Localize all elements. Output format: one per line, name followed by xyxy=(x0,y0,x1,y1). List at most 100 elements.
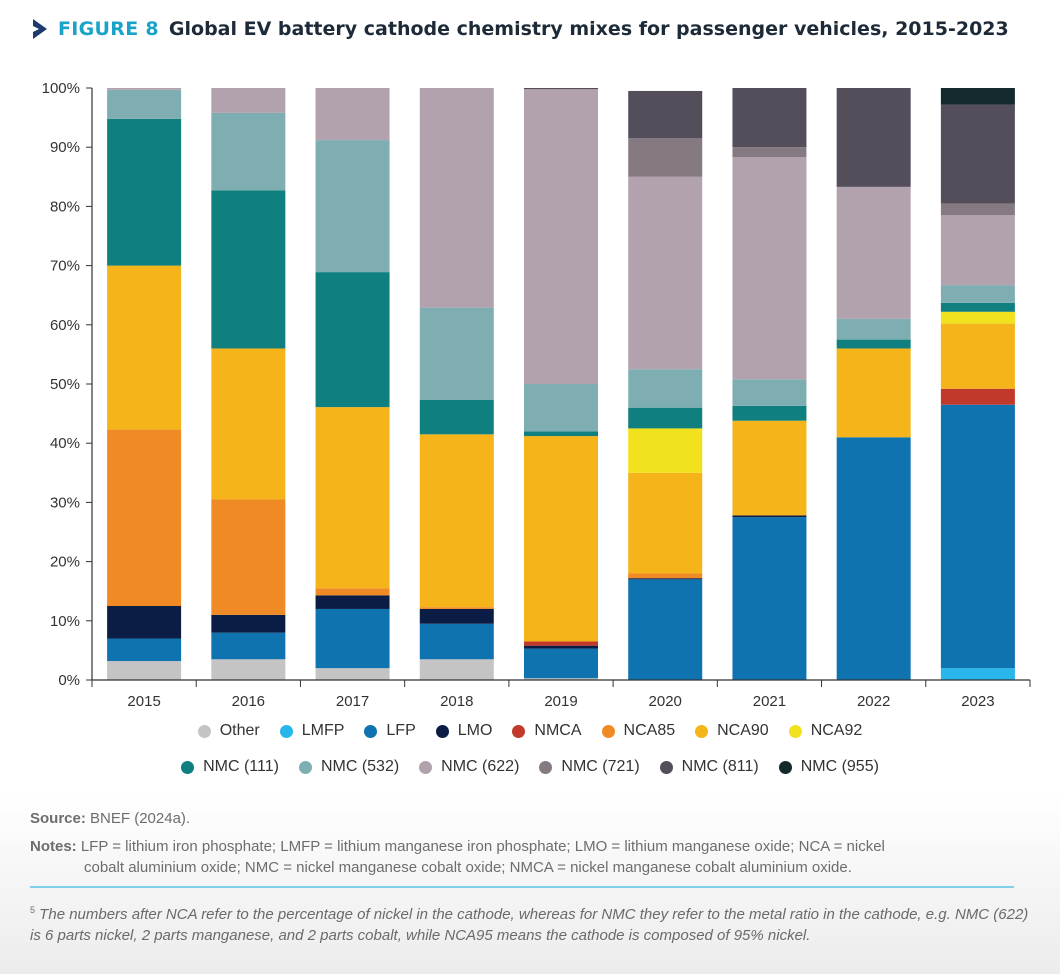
bar-segment xyxy=(524,436,598,642)
bar-segment xyxy=(628,579,703,680)
bar-stack-2020 xyxy=(628,90,703,680)
y-tick-label: 10% xyxy=(50,613,80,630)
legend-item: LMO xyxy=(435,722,492,740)
bar-stack-2016 xyxy=(211,88,286,680)
legend-item: NMC (721) xyxy=(539,758,640,776)
bar-segment xyxy=(628,407,703,429)
bar-segment xyxy=(211,112,286,191)
legend-label: NMC (955) xyxy=(800,758,879,775)
y-tick-label: 50% xyxy=(50,376,80,393)
footnote: 5 The numbers after NCA refer to the per… xyxy=(30,900,1030,946)
legend-item: NMC (622) xyxy=(419,758,519,776)
legend-item: NCA90 xyxy=(695,722,769,740)
bar-segment xyxy=(836,186,911,319)
y-tick-label: 40% xyxy=(50,435,80,452)
figure-label: FIGURE 8 xyxy=(58,18,159,40)
bar-segment xyxy=(732,157,807,380)
bar-segment xyxy=(419,434,494,608)
bar-segment xyxy=(732,405,807,421)
legend-item: LFP xyxy=(364,722,416,740)
bar-segment xyxy=(107,661,182,680)
legend-swatch xyxy=(435,724,449,738)
y-tick-label: 0% xyxy=(58,672,80,689)
bar-segment xyxy=(419,307,494,400)
source-label: Source: xyxy=(30,810,86,827)
y-tick-label: 70% xyxy=(50,258,80,275)
notes-line-1: Notes: LFP = lithium iron phosphate; LMF… xyxy=(30,836,1020,857)
legend-row-2: NMC (111) NMC (532) NMC (622) NMC (721) NMC … xyxy=(0,758,1060,776)
bar-segment xyxy=(524,88,598,90)
figure-header: FIGURE 8 Global EV battery cathode chemi… xyxy=(30,14,1009,44)
stacked-bar-chart: 0%10%20%30%40%50%60%70%80%90%100% 2015 20… xyxy=(42,80,1031,710)
legend-label: NCA92 xyxy=(810,722,863,739)
bar-segment xyxy=(315,588,390,596)
bar-segment xyxy=(315,668,390,680)
bar-segment xyxy=(940,104,1015,204)
legend-item: LMFP xyxy=(279,722,344,740)
bar-segment xyxy=(836,88,911,187)
x-axis: 2015 2016 2017 2018 2019 2020 2021 2022 2023 xyxy=(91,679,1031,710)
bar-segment xyxy=(628,138,703,177)
bar-segment xyxy=(107,265,182,430)
chevron-right-icon xyxy=(33,19,47,39)
y-axis: 0% 10% 20% 30% 40% 50% 60% 70% 80% 90% 100% xyxy=(42,80,93,689)
bar-segment xyxy=(940,215,1015,286)
legend-swatch xyxy=(181,760,195,774)
bar-segment xyxy=(211,348,286,500)
bar-segment xyxy=(107,429,182,606)
footnote-text: The numbers after NCA refer to the perce… xyxy=(30,906,1029,944)
legend-label: LFP xyxy=(386,722,416,739)
legend-label: NMC (532) xyxy=(320,758,400,775)
footnote-marker: 5 xyxy=(30,905,36,915)
legend-label: NCA90 xyxy=(717,722,769,739)
bar-segment xyxy=(940,88,1015,105)
legend-swatch xyxy=(659,760,673,774)
bar-segment xyxy=(419,659,494,680)
y-tick-label: 100% xyxy=(42,80,80,97)
figure-footer: Source: BNEF (2024a). Notes: LFP = lithi… xyxy=(0,790,1060,974)
notes: Notes: LFP = lithium iron phosphate; LMF… xyxy=(30,836,1020,878)
legend-swatch xyxy=(197,724,211,738)
bar-segment xyxy=(107,89,182,119)
legend-item: NMC (532) xyxy=(298,758,400,776)
bar-segment xyxy=(315,140,390,273)
bars xyxy=(107,88,1015,680)
divider-rule xyxy=(30,886,1014,888)
bar-segment xyxy=(836,348,911,438)
bar-segment xyxy=(419,88,494,308)
legend-row-1: Other LMFP LFP LMO NMCA NCA85 NCA90 NCA92 xyxy=(0,722,1060,740)
bar-segment xyxy=(940,388,1015,405)
x-tick-label: 2018 xyxy=(440,693,473,710)
notes-label: Notes: xyxy=(30,838,77,855)
x-tick-label: 2023 xyxy=(961,693,994,710)
bar-segment xyxy=(732,420,807,516)
legend-label: NMCA xyxy=(534,722,582,739)
legend-swatch xyxy=(298,760,312,774)
bar-segment xyxy=(732,379,807,406)
y-tick-label: 20% xyxy=(50,554,80,571)
legend-swatch xyxy=(512,724,526,738)
y-tick-label: 60% xyxy=(50,317,80,334)
bar-stack-2023 xyxy=(940,88,1015,680)
notes-text-1: LFP = lithium iron phosphate; LMFP = lit… xyxy=(76,838,885,855)
x-tick-label: 2016 xyxy=(232,693,265,710)
bar-stack-2019 xyxy=(524,88,598,680)
bar-segment xyxy=(419,623,494,660)
bar-segment xyxy=(315,407,390,589)
legend-item: NCA85 xyxy=(601,722,675,740)
bar-segment xyxy=(211,632,286,660)
bar-segment xyxy=(628,578,703,580)
x-tick-label: 2019 xyxy=(544,693,577,710)
bar-segment xyxy=(524,648,598,679)
bar-segment xyxy=(628,176,703,370)
y-tick-label: 90% xyxy=(50,139,80,156)
bar-segment xyxy=(628,573,703,579)
bar-segment xyxy=(315,595,390,609)
legend-item: NMC (955) xyxy=(778,758,879,776)
bar-segment xyxy=(524,678,598,680)
bar-segment xyxy=(628,90,703,139)
bar-segment xyxy=(628,472,703,574)
bar-segment xyxy=(524,645,598,649)
bar-segment xyxy=(628,369,703,408)
legend-swatch xyxy=(778,760,792,774)
